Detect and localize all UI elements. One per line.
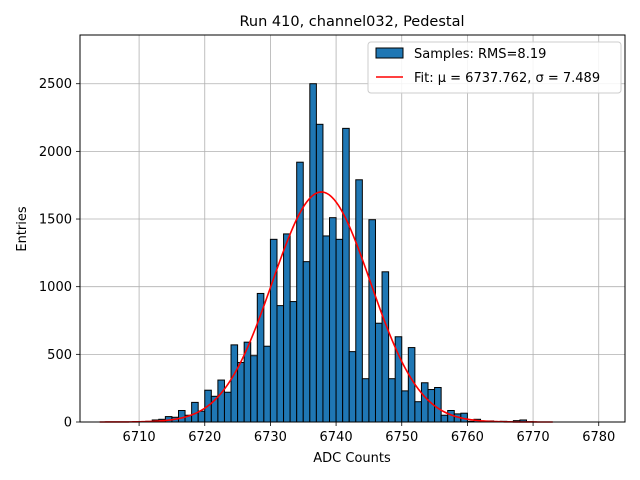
histogram-bar <box>315 123 324 423</box>
histogram-bar <box>177 409 186 423</box>
histogram-bar <box>322 235 331 423</box>
histogram-bar <box>329 217 337 423</box>
histogram-bar <box>197 410 206 423</box>
histogram-bar <box>368 219 376 423</box>
y-tick-label: 2000 <box>39 145 72 160</box>
histogram-bar <box>335 238 344 423</box>
histogram-bar <box>388 378 396 423</box>
histogram-bar <box>361 378 370 423</box>
x-tick-label: 6720 <box>188 430 221 445</box>
legend-label-samples: Samples: RMS=8.19 <box>414 47 546 62</box>
histogram-bar <box>420 382 429 423</box>
histogram-bar <box>302 261 311 423</box>
y-tick-label: 2500 <box>39 77 72 92</box>
histogram-bar <box>269 238 278 423</box>
histogram-bar <box>440 414 449 423</box>
plot-frame <box>79 34 626 423</box>
x-tick-label: 6760 <box>451 430 484 445</box>
histogram-bar <box>296 161 304 423</box>
histogram-bar <box>407 347 416 423</box>
histogram-bar <box>381 271 390 423</box>
histogram-bar <box>230 344 239 423</box>
legend-swatch-samples <box>375 47 404 59</box>
histogram-bar <box>342 127 350 423</box>
y-tick-label: 0 <box>64 416 72 431</box>
histogram-bar <box>355 179 363 423</box>
y-tick-label: 1500 <box>39 213 72 228</box>
histogram-bar <box>289 301 298 423</box>
histogram-bar <box>250 355 258 423</box>
x-tick-label: 6770 <box>517 430 550 445</box>
x-axis-label: ADC Counts <box>313 451 391 466</box>
legend-box <box>367 41 622 94</box>
histogram-bar <box>374 322 383 423</box>
histogram-bar <box>263 345 271 423</box>
y-tick-label: 500 <box>47 348 72 363</box>
legend: Samples: RMS=8.19 Fit: μ = 6737.762, σ =… <box>367 41 622 94</box>
histogram-bar <box>401 390 409 423</box>
histogram-bar <box>283 233 291 423</box>
x-tick-label: 6740 <box>320 430 353 445</box>
x-tick-label: 6710 <box>123 430 156 445</box>
x-tick-label: 6750 <box>385 430 418 445</box>
histogram-bar <box>223 391 232 423</box>
legend-label-fit: Fit: μ = 6737.762, σ = 7.489 <box>414 71 600 86</box>
x-tick-label: 6780 <box>582 430 615 445</box>
gaussian-fit-line <box>99 191 553 423</box>
axis-ticks: 6710 6720 6730 6740 6750 6760 6770 6780 0 500 1000… <box>39 77 615 445</box>
fit-curve <box>99 191 553 423</box>
chart-title: Run 410, channel032, Pedestal <box>239 14 464 30</box>
histogram-bar <box>309 83 317 423</box>
histogram-bar <box>414 401 422 423</box>
histogram-bar <box>237 361 245 423</box>
y-axis-label: Entries <box>15 206 30 252</box>
y-tick-label: 1000 <box>39 280 72 295</box>
histogram-bar <box>434 386 442 423</box>
x-tick-label: 6730 <box>254 430 287 445</box>
histogram-bar <box>348 351 357 423</box>
histogram-bar <box>276 305 285 423</box>
histogram-bar <box>217 379 225 423</box>
